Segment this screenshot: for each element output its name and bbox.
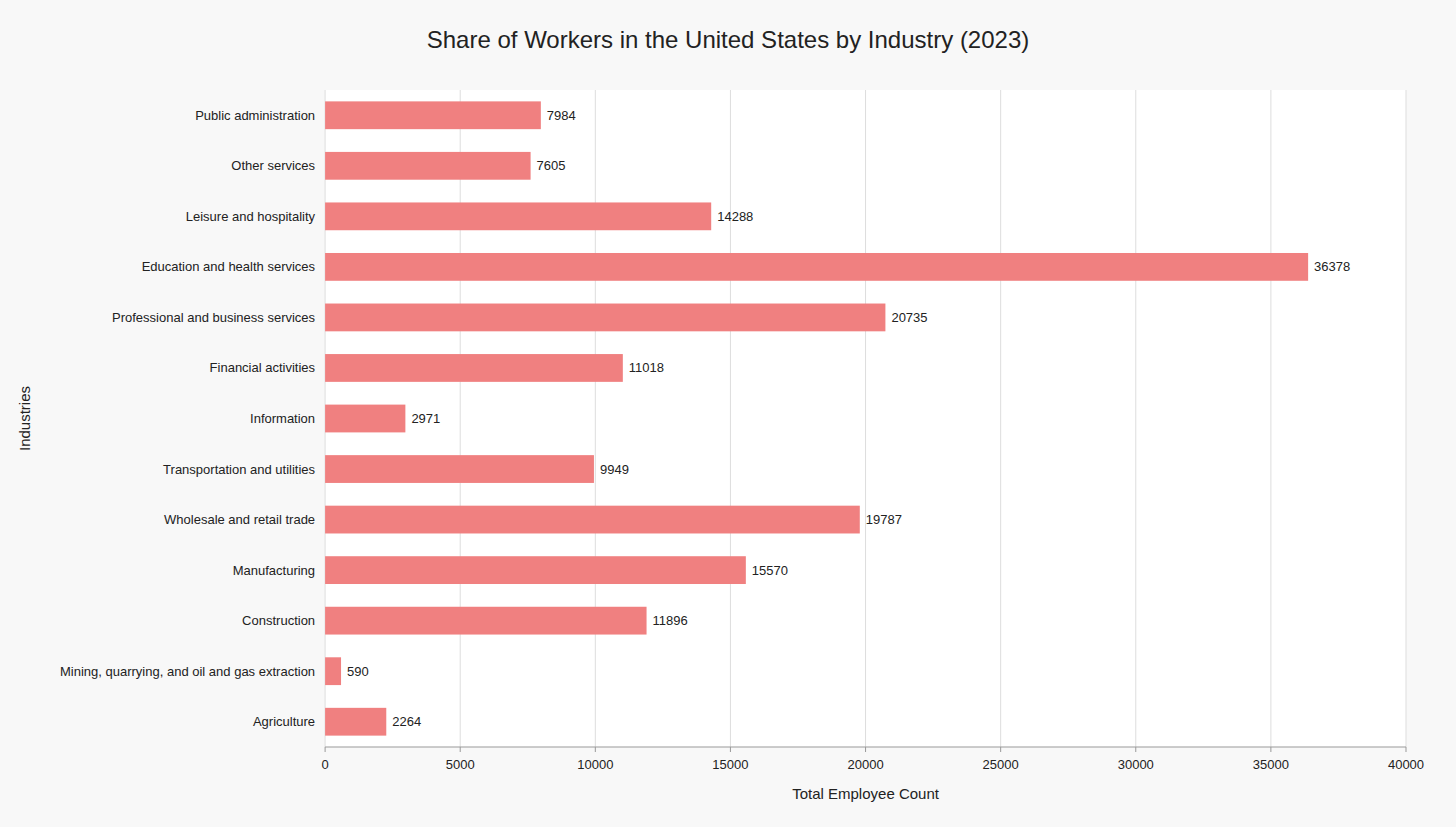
bars — [325, 101, 1308, 735]
x-tick — [460, 747, 461, 752]
data-label: 2971 — [411, 411, 440, 426]
y-tick-label: Construction — [242, 613, 315, 628]
y-tick-label: Agriculture — [253, 714, 315, 729]
bar — [325, 708, 386, 736]
data-label: 19787 — [866, 512, 902, 527]
bar — [325, 304, 885, 332]
bar — [325, 354, 623, 382]
y-tick-label: Professional and business services — [112, 310, 316, 325]
x-tick-label: 0 — [321, 757, 328, 772]
data-label: 36378 — [1314, 259, 1350, 274]
grid-line — [865, 90, 866, 747]
background — [0, 0, 1456, 827]
bar — [325, 202, 711, 230]
grid-line — [1135, 90, 1136, 747]
bar — [325, 455, 594, 483]
y-tick-label: Public administration — [195, 108, 315, 123]
x-tick — [595, 747, 596, 752]
y-tick-label: Financial activities — [210, 360, 316, 375]
x-tick — [865, 747, 866, 752]
title: Share of Workers in the United States by… — [427, 26, 1030, 53]
bar — [325, 556, 746, 584]
plot-area — [325, 90, 1406, 747]
y-tick-label: Transportation and utilities — [163, 462, 315, 477]
bar — [325, 506, 860, 534]
data-label: 2264 — [392, 714, 421, 729]
data-label: 15570 — [752, 563, 788, 578]
x-tick-label: 15000 — [712, 757, 748, 772]
grid-line — [1000, 90, 1001, 747]
y-tick-label: Education and health services — [142, 259, 316, 274]
data-label: 9949 — [600, 462, 629, 477]
y-tick-label: Information — [250, 411, 315, 426]
x-tick — [730, 747, 731, 752]
y-tick-label: Manufacturing — [233, 563, 315, 578]
data-label: 11896 — [653, 613, 688, 628]
grid — [325, 90, 1406, 747]
data-label: 20735 — [891, 310, 927, 325]
x-tick-label: 5000 — [446, 757, 475, 772]
bar — [325, 253, 1308, 281]
y-tick-label: Mining, quarrying, and oil and gas extra… — [60, 664, 315, 679]
bar — [325, 405, 405, 433]
x-tick — [325, 747, 326, 752]
x-tick — [1406, 747, 1407, 752]
grid-line — [730, 90, 731, 747]
grid-line — [1406, 90, 1407, 747]
data-label: 11018 — [629, 360, 664, 375]
data-label: 7605 — [537, 158, 566, 173]
bar — [325, 607, 646, 635]
x-tick-label: 10000 — [577, 757, 613, 772]
x-axis-label: Total Employee Count — [792, 785, 940, 802]
x-axis-line — [325, 747, 1406, 748]
chart: Share of Workers in the United States by… — [0, 0, 1456, 827]
data-label: 590 — [347, 664, 369, 679]
x-tick — [1135, 747, 1136, 752]
y-tick-label: Other services — [231, 158, 315, 173]
y-axis-label: Industries — [16, 386, 33, 451]
x-tick-label: 20000 — [847, 757, 883, 772]
data-label: 7984 — [547, 108, 576, 123]
y-tick-label: Wholesale and retail trade — [164, 512, 315, 527]
x-tick-label: 30000 — [1118, 757, 1154, 772]
x-tick-label: 25000 — [983, 757, 1019, 772]
x-tick-label: 35000 — [1253, 757, 1289, 772]
bar — [325, 657, 341, 685]
bar — [325, 152, 531, 180]
x-tick-label: 40000 — [1388, 757, 1424, 772]
x-tick — [1270, 747, 1271, 752]
data-label: 14288 — [717, 209, 753, 224]
grid-line — [1270, 90, 1271, 747]
bar — [325, 101, 541, 129]
x-tick — [1000, 747, 1001, 752]
grid-line — [460, 90, 461, 747]
y-tick-label: Leisure and hospitality — [186, 209, 316, 224]
grid-line — [595, 90, 596, 747]
